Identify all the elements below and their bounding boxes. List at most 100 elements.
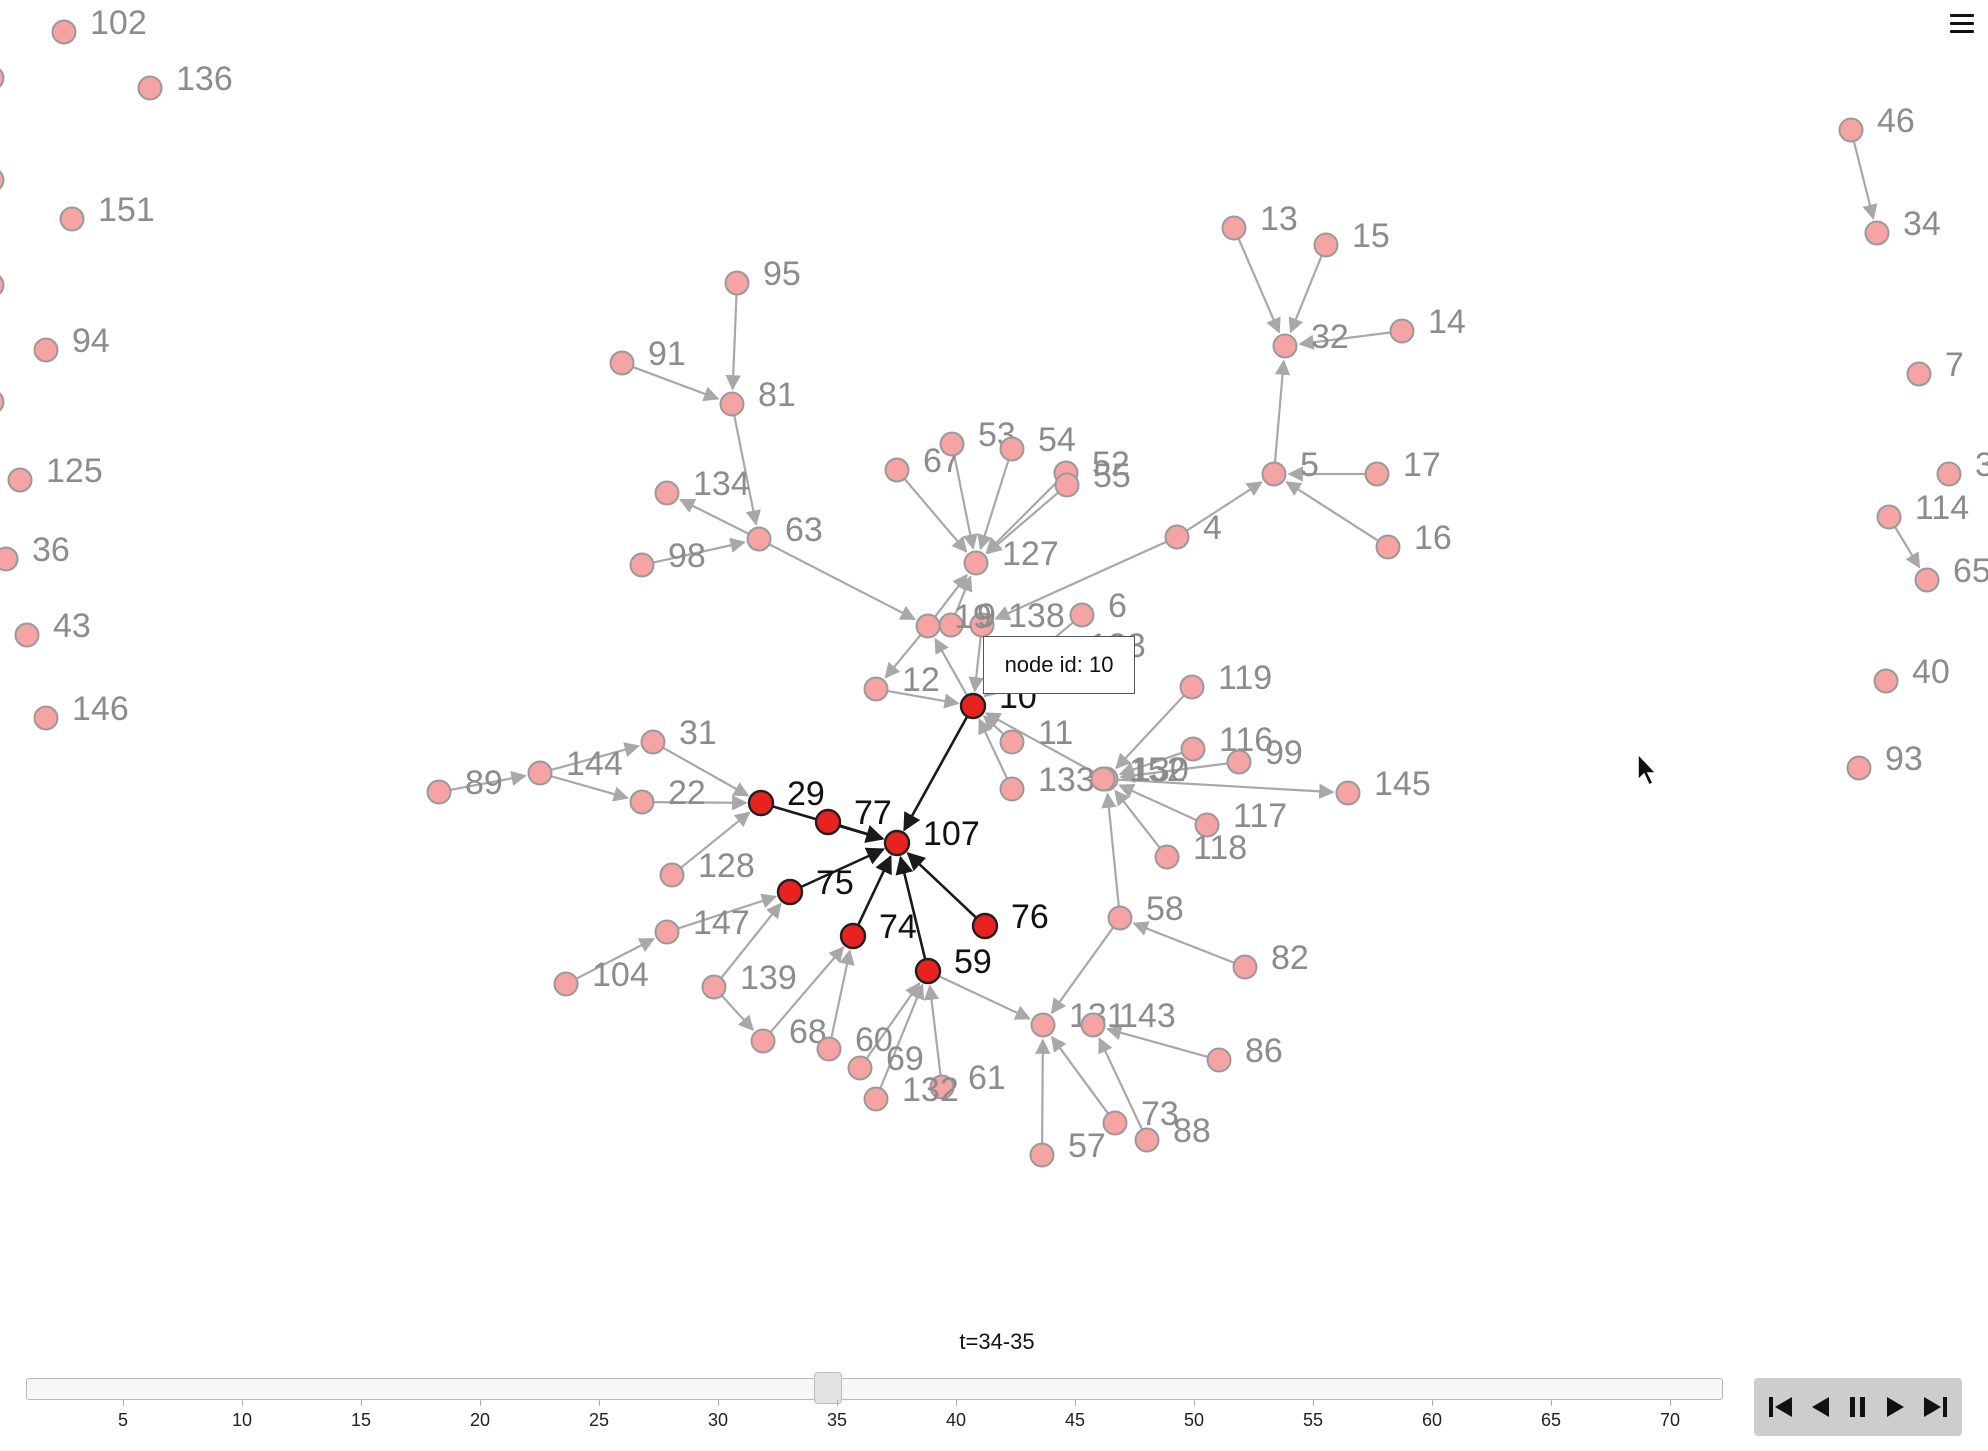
node-143[interactable]: 143 <box>1080 997 1176 1038</box>
node-40[interactable]: 40 <box>1873 653 1950 694</box>
node-circle-62[interactable] <box>0 274 5 297</box>
node-circle-10[interactable] <box>959 692 987 720</box>
node-circle-114[interactable] <box>1876 504 1902 530</box>
node-circle-12[interactable] <box>863 676 889 702</box>
node-circle-73[interactable] <box>1102 1110 1128 1136</box>
node-circle-107[interactable] <box>883 829 911 857</box>
node-circle-91[interactable] <box>609 350 635 376</box>
node-147[interactable]: 147 <box>654 904 750 945</box>
node-113[interactable]: 113 <box>0 374 5 414</box>
node-4[interactable]: 4 <box>1164 509 1222 550</box>
node-3[interactable]: 3 <box>1936 446 1988 487</box>
node-circle-118[interactable] <box>1154 844 1180 870</box>
node-circle-134[interactable] <box>654 480 680 506</box>
time-slider-track[interactable] <box>26 1378 1723 1400</box>
node-circle-36[interactable] <box>0 546 19 572</box>
node-circle-139[interactable] <box>701 974 727 1000</box>
node-43[interactable]: 43 <box>14 607 91 648</box>
node-31[interactable]: 31 <box>640 714 717 755</box>
node-circle-22[interactable] <box>629 789 655 815</box>
node-circle-19[interactable] <box>915 613 941 639</box>
node-65[interactable]: 65 <box>1914 552 1988 593</box>
node-19[interactable]: 19 <box>915 598 992 639</box>
node-circle-32[interactable] <box>1272 333 1298 359</box>
node-circle-75[interactable] <box>776 878 804 906</box>
node-circle-43[interactable] <box>14 622 40 648</box>
node-136[interactable]: 136 <box>137 60 233 101</box>
node-circle-143[interactable] <box>1080 1012 1106 1038</box>
node-circle-152[interactable] <box>1090 766 1116 792</box>
node-circle-147[interactable] <box>654 919 680 945</box>
node-138[interactable]: 138 <box>969 597 1065 638</box>
node-46[interactable]: 46 <box>1838 102 1915 143</box>
node-7[interactable]: 7 <box>1906 346 1964 387</box>
node-circle-144[interactable] <box>527 760 553 786</box>
node-circle-133[interactable] <box>999 776 1025 802</box>
step-back-button[interactable] <box>1803 1390 1837 1424</box>
menu-icon[interactable] <box>1950 14 1974 34</box>
node-12[interactable]: 12 <box>863 661 940 702</box>
node-146[interactable]: 146 <box>33 690 129 731</box>
node-circle-77[interactable] <box>814 808 842 836</box>
node-102[interactable]: 102 <box>51 4 147 45</box>
node-134[interactable]: 134 <box>654 465 750 506</box>
node-circle-29[interactable] <box>747 789 775 817</box>
node-circle-116[interactable] <box>1180 736 1206 762</box>
node-circle-74[interactable] <box>839 922 867 950</box>
node-circle-151[interactable] <box>59 206 85 232</box>
node-55[interactable]: 55 <box>1054 457 1131 498</box>
node-13[interactable]: 13 <box>1221 200 1298 241</box>
time-slider-handle[interactable] <box>814 1372 842 1404</box>
node-circle-82[interactable] <box>1232 954 1258 980</box>
node-26[interactable]: 26 <box>0 152 5 192</box>
node-circle-59[interactable] <box>914 957 942 985</box>
node-145[interactable]: 145 <box>1335 765 1431 806</box>
node-circle-69[interactable] <box>847 1055 873 1081</box>
node-133[interactable]: 133 <box>999 761 1095 802</box>
node-circle-13[interactable] <box>1221 215 1247 241</box>
node-54[interactable]: 54 <box>999 421 1076 462</box>
node-104[interactable]: 104 <box>553 956 649 997</box>
node-60[interactable]: 60 <box>816 1021 893 1062</box>
node-circle-46[interactable] <box>1838 117 1864 143</box>
node-94[interactable]: 94 <box>33 322 110 363</box>
node-77[interactable]: 77 <box>814 794 892 836</box>
node-circle-34[interactable] <box>1864 220 1890 246</box>
node-circle-31[interactable] <box>640 729 666 755</box>
node-119[interactable]: 119 <box>1179 659 1273 700</box>
node-95[interactable]: 95 <box>724 255 801 296</box>
node-circle-132[interactable] <box>863 1086 889 1112</box>
node-circle-119[interactable] <box>1179 674 1205 700</box>
node-circle-131[interactable] <box>1030 1012 1056 1038</box>
node-68[interactable]: 68 <box>750 1013 827 1054</box>
node-circle-17[interactable] <box>1364 461 1390 487</box>
node-circle-94[interactable] <box>33 337 59 363</box>
node-circle-63[interactable] <box>746 526 772 552</box>
node-circle-16[interactable] <box>1375 534 1401 560</box>
node-58[interactable]: 58 <box>1107 890 1184 931</box>
skip-to-end-button[interactable] <box>1918 1390 1952 1424</box>
node-99[interactable]: 99 <box>1226 734 1303 775</box>
node-73[interactable]: 73 <box>1102 1095 1179 1136</box>
node-circle-57[interactable] <box>1029 1142 1055 1168</box>
node-circle-15[interactable] <box>1313 232 1339 258</box>
node-144[interactable]: 144 <box>527 745 623 786</box>
node-74[interactable]: 74 <box>839 908 917 950</box>
node-98[interactable]: 98 <box>629 537 706 578</box>
node-circle-60[interactable] <box>816 1036 842 1062</box>
node-86[interactable]: 86 <box>1206 1032 1283 1073</box>
node-57[interactable]: 57 <box>1029 1127 1106 1168</box>
node-circle-102[interactable] <box>51 19 77 45</box>
node-17[interactable]: 17 <box>1364 446 1441 487</box>
node-circle-58[interactable] <box>1107 905 1133 931</box>
node-132[interactable]: 132 <box>863 1071 959 1112</box>
node-69[interactable]: 69 <box>847 1040 924 1081</box>
node-93[interactable]: 93 <box>1846 740 1923 781</box>
node-116[interactable]: 116 <box>1180 721 1274 762</box>
node-circle-76[interactable] <box>971 912 999 940</box>
play-button[interactable] <box>1879 1390 1913 1424</box>
node-circle-6[interactable] <box>1069 602 1095 628</box>
node-circle-14[interactable] <box>1389 318 1415 344</box>
node-16[interactable]: 16 <box>1375 519 1452 560</box>
node-117[interactable]: 117 <box>1194 797 1288 838</box>
